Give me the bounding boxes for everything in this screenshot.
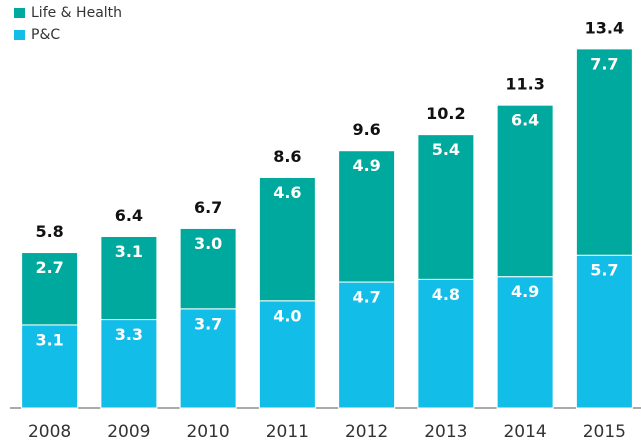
data-label: 6.4 bbox=[511, 111, 539, 130]
bar-segment bbox=[338, 150, 396, 283]
bar-segment bbox=[21, 324, 79, 409]
data-label: 7.7 bbox=[590, 54, 618, 73]
x-tick-label: 2014 bbox=[503, 422, 546, 442]
bar-segment bbox=[417, 278, 475, 409]
data-label: 3.1 bbox=[35, 330, 63, 349]
bar-segment bbox=[338, 281, 396, 409]
total-label: 13.4 bbox=[585, 18, 624, 37]
bar-segment bbox=[179, 308, 237, 409]
total-label: 8.6 bbox=[273, 147, 301, 166]
data-label: 4.0 bbox=[273, 306, 301, 325]
data-label: 2.7 bbox=[35, 258, 63, 277]
x-tick-label: 2015 bbox=[583, 422, 626, 442]
legend-swatch bbox=[14, 8, 25, 18]
x-tick-label: 2011 bbox=[266, 422, 309, 442]
bar-segment bbox=[258, 177, 316, 302]
total-label: 5.8 bbox=[35, 222, 63, 241]
bar-segment bbox=[21, 252, 79, 326]
data-label: 3.7 bbox=[194, 314, 222, 333]
x-tick-label: 2012 bbox=[345, 422, 388, 442]
bar-segment bbox=[496, 104, 554, 278]
bar-segment bbox=[179, 227, 237, 310]
bar-segment bbox=[258, 300, 316, 409]
legend-label: P&C bbox=[31, 27, 60, 43]
x-tick-label: 2009 bbox=[107, 422, 150, 442]
legend-label: Life & Health bbox=[31, 5, 122, 21]
data-label: 5.7 bbox=[590, 261, 618, 280]
total-label: 10.2 bbox=[426, 104, 465, 123]
data-label: 4.7 bbox=[352, 288, 380, 307]
bar-segment bbox=[575, 48, 633, 256]
data-label: 3.3 bbox=[115, 325, 143, 344]
data-label: 5.4 bbox=[432, 140, 460, 159]
data-label: 3.1 bbox=[115, 242, 143, 261]
total-label: 6.7 bbox=[194, 198, 222, 217]
legend-swatch bbox=[14, 30, 25, 40]
bar-segment bbox=[575, 254, 633, 409]
x-tick-label: 2013 bbox=[424, 422, 467, 442]
total-label: 9.6 bbox=[352, 120, 380, 139]
bar-segment bbox=[100, 235, 158, 321]
data-label: 4.6 bbox=[273, 183, 301, 202]
x-tick-label: 2010 bbox=[186, 422, 229, 442]
data-label: 4.9 bbox=[511, 282, 539, 301]
total-label: 11.3 bbox=[505, 75, 544, 94]
data-label: 4.9 bbox=[352, 156, 380, 175]
x-tick-label: 2008 bbox=[28, 422, 71, 442]
bar-segment bbox=[417, 134, 475, 280]
data-label: 4.8 bbox=[432, 285, 460, 304]
total-label: 6.4 bbox=[115, 206, 143, 225]
bar-segment bbox=[496, 276, 554, 409]
data-label: 3.0 bbox=[194, 234, 222, 253]
